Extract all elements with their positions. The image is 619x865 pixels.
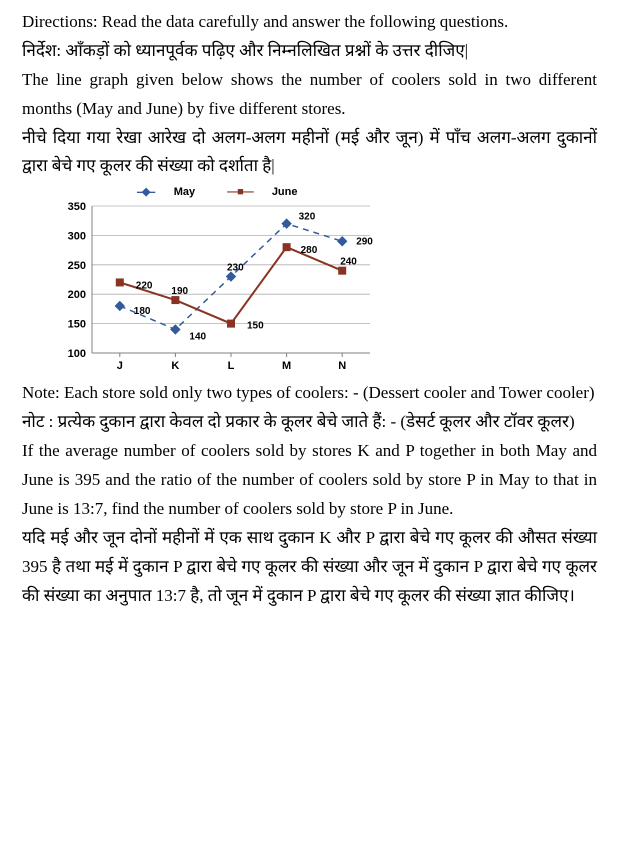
svg-text:180: 180 — [134, 306, 151, 317]
svg-text:150: 150 — [247, 321, 264, 332]
paragraph: निर्देश: आँकड़ों को ध्यानपूर्वक पढ़िए और… — [22, 37, 597, 66]
svg-text:300: 300 — [68, 231, 86, 243]
svg-text:350: 350 — [68, 201, 86, 213]
chart: --◆-- May —■— June 100 150 200 250 300 350 J K L M… — [52, 185, 382, 375]
svg-text:K: K — [171, 360, 179, 372]
paragraph: यदि मई और जून दोनों महीनों में एक साथ दु… — [22, 524, 597, 611]
paragraph: नोट : प्रत्येक दुकान द्वारा केवल दो प्रक… — [22, 408, 597, 437]
svg-text:320: 320 — [299, 212, 316, 223]
svg-text:N: N — [338, 360, 346, 372]
svg-text:200: 200 — [68, 290, 86, 302]
paragraph: The line graph given below shows the num… — [22, 66, 597, 124]
line-chart-svg: 100 150 200 250 300 350 J K L M N 180 140 230 320 290 22… — [52, 200, 382, 375]
svg-text:L: L — [228, 360, 235, 372]
svg-text:290: 290 — [356, 237, 373, 248]
svg-text:190: 190 — [171, 286, 188, 297]
svg-text:140: 140 — [189, 332, 206, 343]
svg-text:100: 100 — [68, 348, 86, 360]
paragraph: नीचे दिया गया रेखा आरेख दो अलग-अलग महीनो… — [22, 124, 597, 182]
svg-text:280: 280 — [301, 246, 318, 257]
svg-text:M: M — [282, 360, 291, 372]
svg-text:J: J — [117, 360, 123, 372]
svg-text:150: 150 — [68, 319, 86, 331]
svg-text:250: 250 — [68, 260, 86, 272]
chart-legend: --◆-- May —■— June — [52, 185, 382, 198]
paragraph: If the average number of coolers sold by… — [22, 437, 597, 524]
legend-item: —■— June — [219, 186, 305, 198]
paragraph: Directions: Read the data carefully and … — [22, 8, 597, 37]
paragraph: Note: Each store sold only two types of … — [22, 379, 597, 408]
svg-text:220: 220 — [136, 281, 153, 292]
svg-text:230: 230 — [227, 263, 244, 274]
svg-text:240: 240 — [340, 257, 357, 268]
legend-item: --◆-- May — [129, 186, 204, 198]
